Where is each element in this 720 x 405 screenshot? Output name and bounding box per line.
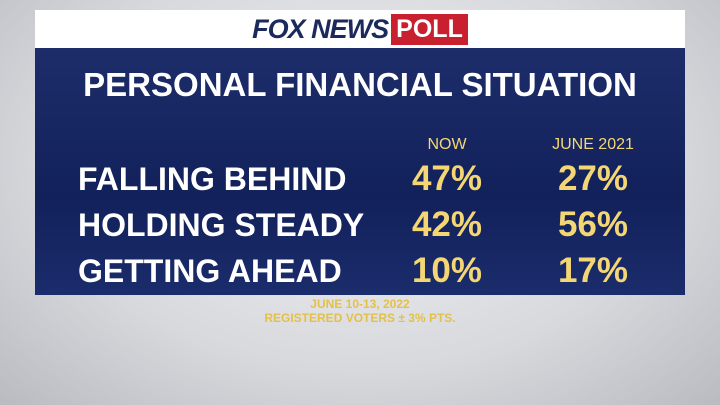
footer-sample: REGISTERED VOTERS ± 3% PTS. xyxy=(264,311,456,325)
cell-value: 56% xyxy=(557,205,629,244)
row-label: GETTING AHEAD xyxy=(78,253,342,289)
cell-value: 27% xyxy=(557,159,629,198)
panel: PERSONAL FINANCIAL SITUATION NOW JUNE 202… xyxy=(35,48,685,295)
footer-dates: JUNE 10-13, 2022 xyxy=(310,297,410,311)
column-header: NOW xyxy=(427,136,467,153)
cell-value: 47% xyxy=(411,159,483,198)
column-header: JUNE 2021 xyxy=(552,136,634,153)
cell-value: 17% xyxy=(557,251,629,290)
row-label: HOLDING STEADY xyxy=(78,207,365,243)
brand: FOX NEWS xyxy=(252,13,389,44)
row-label: FALLING BEHIND xyxy=(78,161,347,197)
cell-value: 42% xyxy=(411,205,483,244)
cell-value: 10% xyxy=(411,251,483,290)
banner: FOX NEWS POLL xyxy=(35,10,685,48)
badge: POLL xyxy=(391,13,468,45)
title: PERSONAL FINANCIAL SITUATION xyxy=(83,66,637,103)
